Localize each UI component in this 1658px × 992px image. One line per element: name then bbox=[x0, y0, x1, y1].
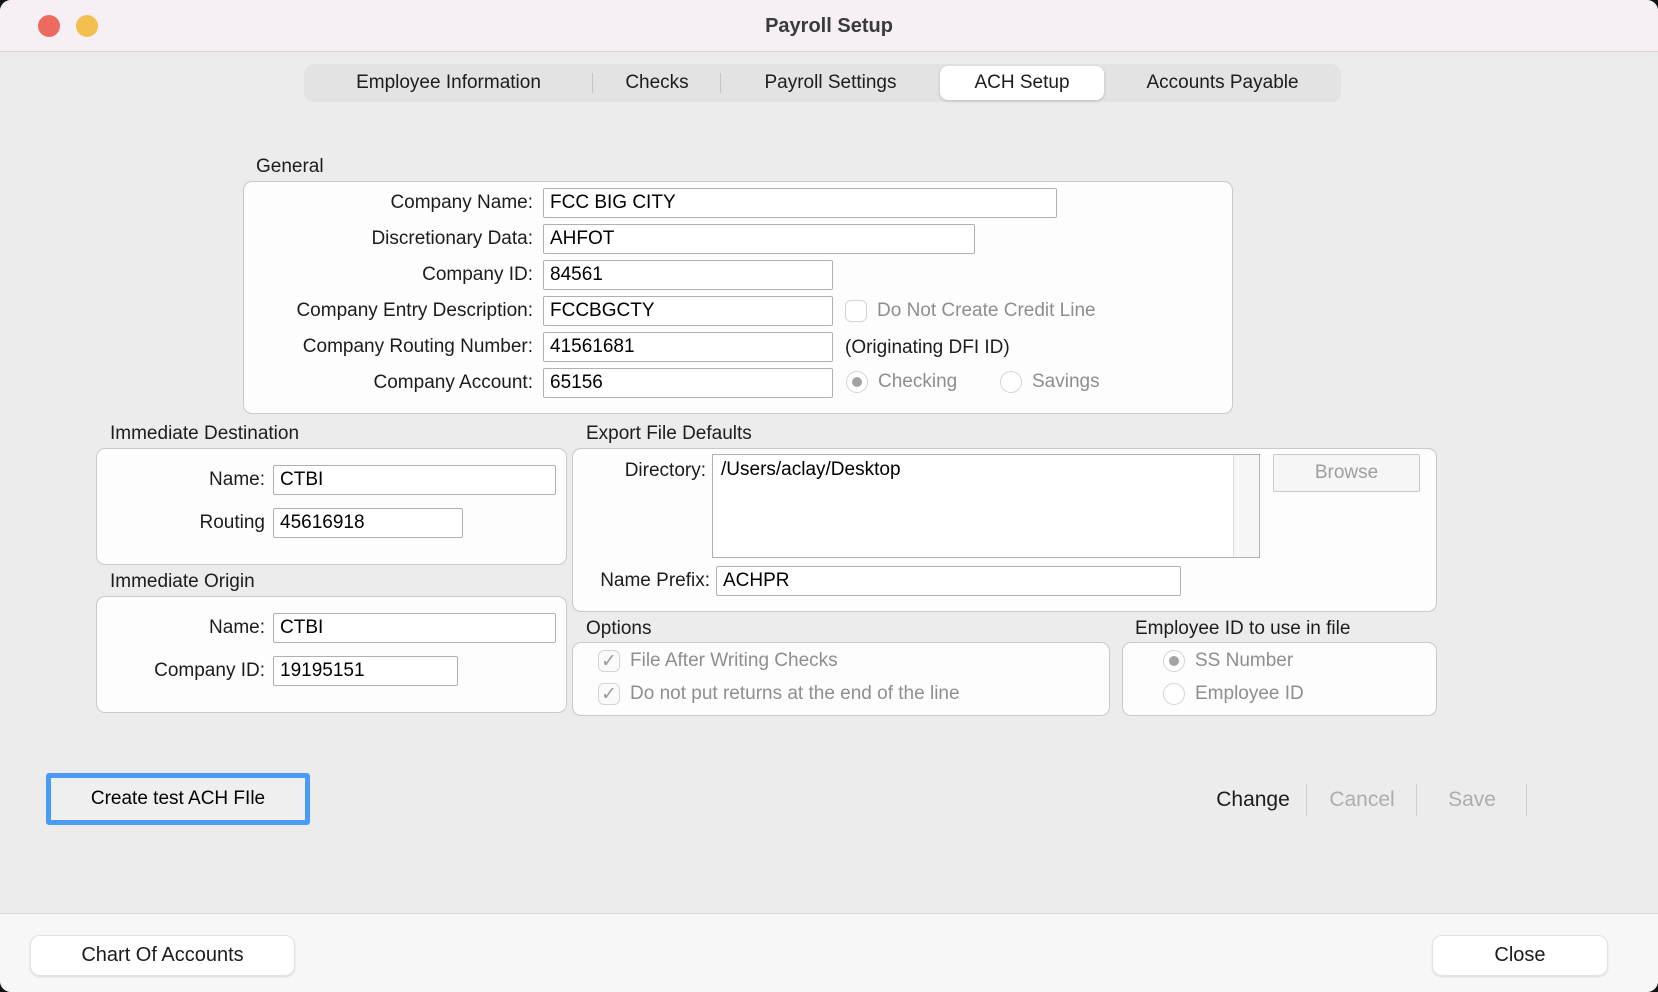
origin-name-input[interactable] bbox=[273, 613, 556, 643]
origin-company-id-label: Company ID: bbox=[154, 660, 265, 681]
discretionary-data-input[interactable] bbox=[543, 224, 975, 254]
employee-id-label: Employee ID bbox=[1195, 683, 1304, 704]
immediate-destination-section-label: Immediate Destination bbox=[110, 423, 300, 444]
ss-number-label: SS Number bbox=[1195, 650, 1294, 671]
change-button[interactable]: Change bbox=[1200, 784, 1307, 816]
save-button[interactable]: Save bbox=[1418, 784, 1527, 816]
browse-button[interactable]: Browse bbox=[1273, 454, 1420, 492]
no-returns-end-of-line-checkbox[interactable] bbox=[598, 683, 620, 706]
employee-id-radio[interactable] bbox=[1163, 683, 1185, 705]
company-entry-description-input[interactable] bbox=[543, 296, 833, 326]
close-button[interactable]: Close bbox=[1432, 935, 1608, 976]
employee-id-section-label: Employee ID to use in file bbox=[1135, 618, 1351, 639]
general-section-label: General bbox=[256, 156, 324, 177]
tab-bar: Employee Information Checks Payroll Sett… bbox=[304, 64, 1341, 102]
do-not-create-credit-line-label: Do Not Create Credit Line bbox=[877, 300, 1096, 321]
options-section-label: Options bbox=[586, 618, 652, 639]
no-returns-end-of-line-label: Do not put returns at the end of the lin… bbox=[630, 683, 960, 704]
cancel-button[interactable]: Cancel bbox=[1308, 784, 1417, 816]
name-prefix-input[interactable] bbox=[716, 566, 1181, 596]
company-account-label: Company Account: bbox=[373, 372, 533, 393]
company-routing-number-label: Company Routing Number: bbox=[302, 336, 533, 357]
options-groupbox bbox=[572, 642, 1110, 716]
ss-number-radio[interactable] bbox=[1163, 650, 1185, 672]
chart-of-accounts-label: Chart Of Accounts bbox=[81, 944, 244, 966]
create-test-ach-file-button[interactable]: Create test ACH FIle bbox=[46, 773, 310, 825]
do-not-create-credit-line-checkbox[interactable] bbox=[845, 300, 867, 322]
directory-textarea[interactable]: /Users/aclay/Desktop bbox=[712, 454, 1260, 558]
tab-ach-setup[interactable]: ACH Setup bbox=[940, 66, 1104, 100]
directory-scrollbar[interactable] bbox=[1233, 455, 1259, 557]
company-entry-description-label: Company Entry Description: bbox=[296, 300, 533, 321]
tab-accounts-payable[interactable]: Accounts Payable bbox=[1146, 72, 1299, 93]
directory-value: /Users/aclay/Desktop bbox=[721, 459, 901, 480]
destination-routing-input[interactable] bbox=[273, 508, 463, 538]
immediate-origin-section-label: Immediate Origin bbox=[110, 571, 255, 592]
company-account-input[interactable] bbox=[543, 368, 833, 398]
company-id-input[interactable] bbox=[543, 260, 833, 290]
company-routing-number-input[interactable] bbox=[543, 332, 833, 362]
origin-name-label: Name: bbox=[209, 617, 265, 638]
titlebar: Payroll Setup bbox=[0, 0, 1658, 52]
savings-label: Savings bbox=[1032, 371, 1100, 392]
tab-employee-information[interactable]: Employee Information bbox=[304, 64, 593, 102]
minimize-window-icon[interactable] bbox=[76, 15, 98, 37]
create-test-ach-file-label: Create test ACH FIle bbox=[90, 788, 266, 809]
discretionary-data-label: Discretionary Data: bbox=[371, 228, 533, 249]
tab-checks[interactable]: Checks bbox=[593, 64, 721, 102]
file-after-writing-checks-checkbox[interactable] bbox=[598, 650, 620, 673]
checking-radio[interactable] bbox=[846, 371, 868, 393]
origin-company-id-input[interactable] bbox=[273, 656, 458, 686]
tab-payroll-settings[interactable]: Payroll Settings bbox=[764, 72, 897, 93]
destination-routing-label: Routing bbox=[199, 512, 266, 533]
browse-button-label: Browse bbox=[1314, 462, 1379, 483]
directory-label: Directory: bbox=[624, 460, 706, 481]
chart-of-accounts-button[interactable]: Chart Of Accounts bbox=[30, 935, 295, 976]
checking-label: Checking bbox=[878, 371, 958, 392]
close-button-label: Close bbox=[1494, 944, 1546, 966]
name-prefix-label: Name Prefix: bbox=[600, 570, 710, 591]
company-name-label: Company Name: bbox=[390, 192, 533, 213]
originating-dfi-note: (Originating DFI ID) bbox=[845, 337, 1010, 358]
savings-radio[interactable] bbox=[1000, 371, 1022, 393]
company-id-label: Company ID: bbox=[422, 264, 533, 285]
destination-name-label: Name: bbox=[209, 469, 265, 490]
export-file-defaults-section-label: Export File Defaults bbox=[586, 423, 752, 444]
close-window-icon[interactable] bbox=[38, 15, 60, 37]
file-after-writing-checks-label: File After Writing Checks bbox=[630, 650, 838, 671]
company-name-input[interactable] bbox=[543, 188, 1057, 218]
window-title: Payroll Setup bbox=[765, 15, 893, 37]
footer-bar: Chart Of Accounts Close bbox=[0, 913, 1658, 992]
destination-name-input[interactable] bbox=[273, 465, 556, 495]
